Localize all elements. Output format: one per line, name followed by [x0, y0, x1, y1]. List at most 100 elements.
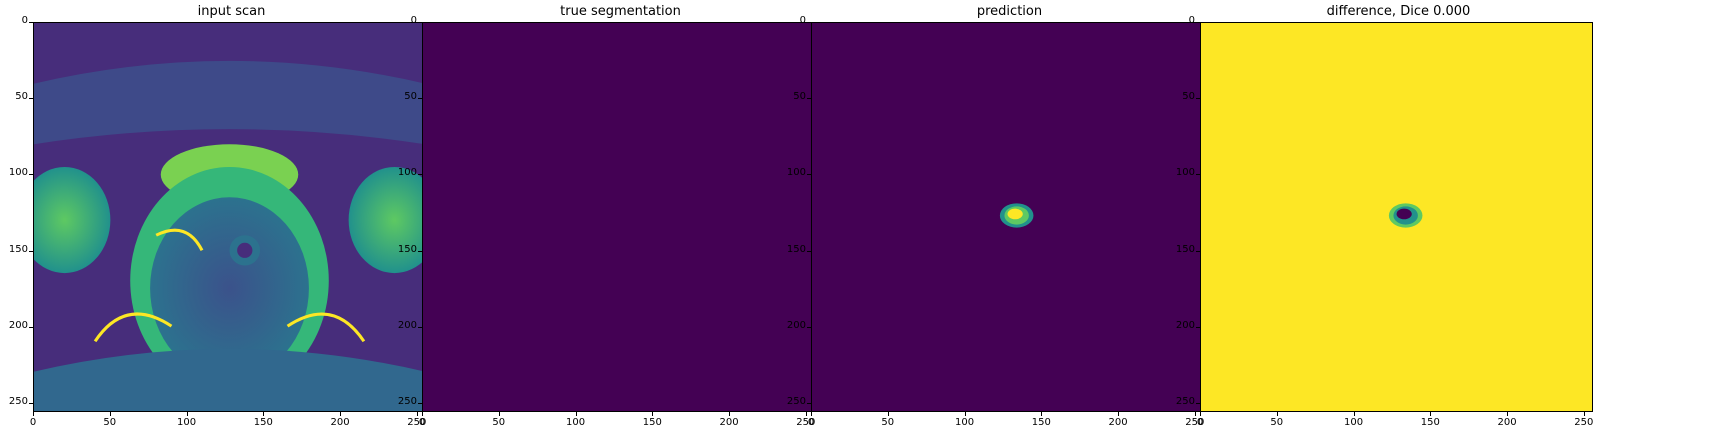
image-difference — [1200, 22, 1593, 412]
x-tick-mark — [416, 412, 418, 416]
x-tick-mark — [1041, 412, 1043, 416]
x-tick-label: 250 — [1574, 417, 1594, 428]
x-tick-label: 200 — [1497, 417, 1517, 428]
y-tick-mark — [29, 402, 33, 404]
y-tick-label: 200 — [1175, 319, 1195, 331]
x-tick-label: 0 — [807, 417, 815, 428]
panel-title: difference, Dice 0.000 — [1326, 4, 1471, 19]
y-tick-mark — [1196, 402, 1200, 404]
y-tick-mark — [807, 22, 811, 23]
y-tick-mark — [29, 174, 33, 176]
segmentation-mask-empty — [423, 23, 814, 411]
y-tick-mark — [29, 22, 33, 23]
panel-title: true segmentation — [560, 4, 681, 19]
y-tick-label: 0 — [21, 15, 28, 26]
panel-title: input scan — [197, 4, 266, 19]
x-tick-mark — [186, 412, 188, 416]
y-tick-label: 250 — [8, 395, 28, 407]
y-tick-label: 0 — [799, 15, 806, 26]
x-tick-label: 0 — [29, 417, 37, 428]
x-tick-label: 150 — [642, 417, 662, 428]
y-tick-label: 250 — [786, 395, 806, 407]
panel-input-scan: input scan — [0, 0, 430, 432]
x-tick-mark — [1118, 412, 1120, 416]
panel-title: prediction — [976, 4, 1043, 19]
x-tick-mark — [1507, 412, 1509, 416]
y-tick-mark — [807, 98, 811, 100]
x-tick-mark — [964, 412, 966, 416]
y-tick-label: 50 — [15, 91, 28, 103]
image-true-segmentation — [422, 22, 815, 412]
x-tick-mark — [1194, 412, 1196, 416]
y-tick-mark — [29, 250, 33, 252]
image-input-scan — [33, 22, 426, 412]
x-tick-mark — [1430, 412, 1432, 416]
y-tick-mark — [418, 402, 422, 404]
x-tick-label: 50 — [1270, 417, 1284, 428]
x-tick-label: 100 — [565, 417, 586, 428]
y-tick-mark — [807, 402, 811, 404]
y-tick-mark — [29, 326, 33, 328]
x-tick-mark — [575, 412, 577, 416]
x-tick-mark — [263, 412, 265, 416]
y-tick-label: 200 — [786, 319, 806, 331]
x-tick-label: 250 — [796, 417, 816, 428]
y-tick-label: 150 — [1175, 243, 1195, 255]
y-tick-mark — [1196, 174, 1200, 176]
y-tick-mark — [418, 98, 422, 100]
y-tick-label: 50 — [404, 91, 417, 103]
x-tick-mark — [1353, 412, 1355, 416]
y-tick-label: 150 — [8, 243, 28, 255]
y-tick-label: 0 — [410, 15, 417, 26]
x-tick-label: 50 — [492, 417, 506, 428]
y-tick-mark — [807, 174, 811, 176]
x-tick-label: 250 — [1185, 417, 1205, 428]
y-tick-mark — [418, 22, 422, 23]
x-tick-label: 100 — [176, 417, 197, 428]
y-tick-label: 100 — [786, 167, 806, 179]
y-tick-mark — [1196, 22, 1200, 23]
y-tick-label: 150 — [786, 243, 806, 255]
x-tick-mark — [652, 412, 654, 416]
y-tick-label: 50 — [793, 91, 806, 103]
x-tick-mark — [340, 412, 342, 416]
x-tick-mark — [805, 412, 807, 416]
y-tick-label: 150 — [397, 243, 417, 255]
x-tick-label: 200 — [1108, 417, 1128, 428]
y-tick-mark — [1196, 98, 1200, 100]
x-tick-label: 200 — [719, 417, 739, 428]
y-tick-mark — [418, 174, 422, 176]
x-tick-mark — [1276, 412, 1278, 416]
x-tick-label: 200 — [330, 417, 350, 428]
y-tick-mark — [418, 326, 422, 328]
x-tick-label: 0 — [1196, 417, 1204, 428]
mri-scan-image — [34, 23, 425, 411]
panel-difference: difference, Dice 0.000 — [1167, 0, 1597, 432]
x-tick-mark — [1583, 412, 1585, 416]
y-tick-mark — [1196, 250, 1200, 252]
image-prediction — [811, 22, 1204, 412]
y-tick-label: 100 — [1175, 167, 1195, 179]
y-tick-label: 200 — [397, 319, 417, 331]
x-tick-mark — [33, 412, 34, 416]
y-tick-label: 100 — [8, 167, 28, 179]
panel-true-segmentation: true segmentation — [389, 0, 819, 432]
difference-map — [1201, 23, 1592, 411]
x-tick-label: 0 — [418, 417, 426, 428]
y-tick-label: 200 — [8, 319, 28, 331]
y-tick-mark — [29, 98, 33, 100]
x-tick-label: 250 — [407, 417, 427, 428]
x-tick-mark — [109, 412, 111, 416]
x-tick-label: 150 — [1420, 417, 1440, 428]
y-tick-mark — [807, 250, 811, 252]
x-tick-label: 50 — [103, 417, 117, 428]
x-tick-label: 150 — [1031, 417, 1051, 428]
x-tick-mark — [729, 412, 731, 416]
y-tick-mark — [418, 250, 422, 252]
x-tick-mark — [1200, 412, 1201, 416]
y-tick-label: 50 — [1182, 91, 1195, 103]
x-tick-label: 100 — [954, 417, 975, 428]
x-tick-label: 150 — [253, 417, 273, 428]
prediction-mask — [812, 23, 1203, 411]
y-tick-label: 100 — [397, 167, 417, 179]
